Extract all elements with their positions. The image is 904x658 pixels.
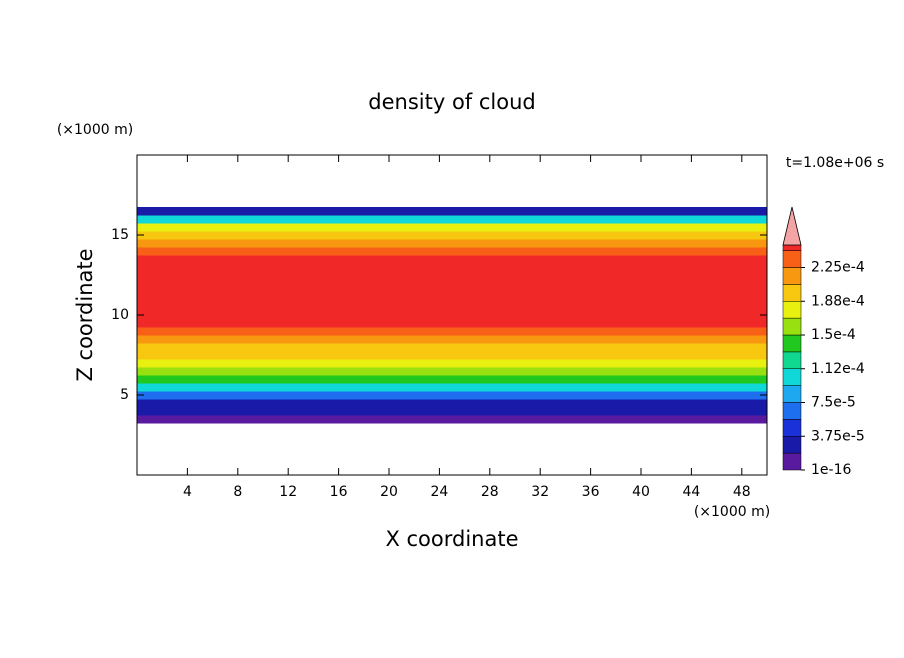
colorbar-band xyxy=(782,244,802,251)
colorbar-band xyxy=(782,385,802,403)
density-band xyxy=(137,215,767,224)
colorbar-tick-label: 1.88e-4 xyxy=(811,293,865,309)
y-tick-label: 15 xyxy=(111,227,129,243)
density-band xyxy=(137,287,767,296)
x-tick-label: 8 xyxy=(233,484,242,500)
y-axis-label: Z coordinate xyxy=(73,248,97,381)
colorbar-tick-label: 3.75e-5 xyxy=(811,428,865,444)
density-band xyxy=(137,415,767,424)
x-tick-label: 32 xyxy=(531,484,549,500)
density-band xyxy=(137,383,767,392)
colorbar-band xyxy=(782,452,802,471)
density-band xyxy=(137,399,767,408)
density-band xyxy=(137,303,767,312)
density-band xyxy=(137,335,767,344)
x-tick-label: 24 xyxy=(430,484,448,500)
x-tick-label: 28 xyxy=(481,484,499,500)
density-band xyxy=(137,391,767,400)
density-band xyxy=(137,375,767,384)
density-band xyxy=(137,327,767,336)
colorbar-band xyxy=(782,250,802,268)
chart-title: density of cloud xyxy=(368,90,535,114)
y-tick-label: 5 xyxy=(120,387,129,403)
density-band xyxy=(137,295,767,304)
colorbar-band xyxy=(782,317,802,336)
colorbar-extend xyxy=(782,206,802,246)
density-band xyxy=(137,407,767,416)
colorbar-band xyxy=(782,436,802,454)
density-band xyxy=(137,247,767,256)
y-units: (×1000 m) xyxy=(57,122,133,138)
colorbar-band xyxy=(782,267,802,285)
density-band xyxy=(137,351,767,360)
density-band xyxy=(137,279,767,288)
y-tick-label: 10 xyxy=(111,307,129,323)
density-band xyxy=(137,311,767,320)
x-tick-label: 44 xyxy=(682,484,700,500)
colorbar-band xyxy=(782,284,802,302)
colorbar-band xyxy=(782,301,802,319)
density-band xyxy=(137,239,767,248)
colorbar-band xyxy=(782,334,802,353)
colorbar-tick-label: 1.5e-4 xyxy=(811,327,856,343)
density-band xyxy=(137,223,767,232)
x-tick-label: 16 xyxy=(330,484,348,500)
density-band xyxy=(137,207,767,216)
density-band xyxy=(137,343,767,352)
x-tick-label: 12 xyxy=(279,484,297,500)
time-label: t=1.08e+06 s xyxy=(786,155,884,171)
density-band xyxy=(137,359,767,368)
colorbar-band xyxy=(782,402,802,420)
x-tick-label: 4 xyxy=(183,484,192,500)
density-band xyxy=(137,319,767,328)
colorbar-band xyxy=(782,351,802,369)
colorbar-band xyxy=(782,419,802,437)
colorbar-tick-label: 1.12e-4 xyxy=(811,361,865,377)
density-band xyxy=(137,255,767,264)
x-tick-label: 40 xyxy=(632,484,650,500)
colorbar-tick-label: 7.5e-5 xyxy=(811,395,856,411)
density-band xyxy=(137,271,767,280)
x-axis-label: X coordinate xyxy=(385,527,518,551)
colorbar-band xyxy=(782,368,802,386)
colorbar-tick-label: 1e-16 xyxy=(811,462,851,478)
x-units: (×1000 m) xyxy=(694,504,770,520)
x-tick-label: 20 xyxy=(380,484,398,500)
density-band xyxy=(137,231,767,240)
colorbar-tick-label: 2.25e-4 xyxy=(811,260,865,276)
x-tick-label: 48 xyxy=(733,484,751,500)
density-band xyxy=(137,367,767,376)
density-band xyxy=(137,263,767,272)
x-tick-label: 36 xyxy=(582,484,600,500)
